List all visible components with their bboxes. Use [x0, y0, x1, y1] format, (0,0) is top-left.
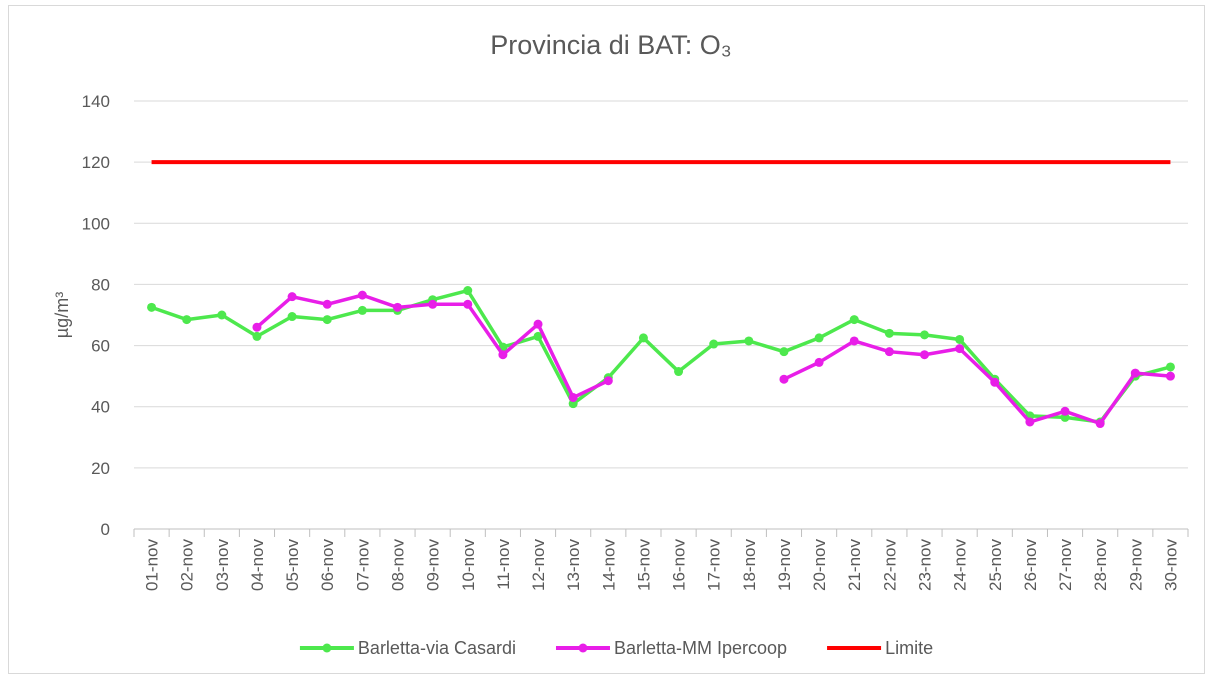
- y-tick-label: 80: [91, 275, 110, 294]
- x-tick-label: 18-nov: [740, 539, 759, 591]
- x-tick-label: 21-nov: [845, 539, 864, 591]
- chart-title: Provincia di BAT: O₃: [490, 30, 732, 60]
- data-point: [955, 334, 965, 344]
- legend-marker: [322, 643, 332, 653]
- data-point: [463, 286, 473, 296]
- x-tick-label: 22-nov: [880, 539, 899, 591]
- x-tick-label: 02-nov: [178, 539, 197, 591]
- data-point: [1060, 406, 1070, 416]
- y-tick-label: 120: [82, 153, 110, 172]
- x-tick-label: 13-nov: [564, 539, 583, 591]
- x-tick-label: 25-nov: [986, 539, 1005, 591]
- y-tick-label: 20: [91, 459, 110, 478]
- data-point: [1165, 362, 1175, 372]
- x-tick-label: 06-nov: [318, 539, 337, 591]
- x-tick-label: 07-nov: [353, 539, 372, 591]
- x-tick-label: 26-nov: [1021, 539, 1040, 591]
- x-tick-label: 20-nov: [810, 539, 829, 591]
- data-point: [357, 305, 367, 315]
- series-line: [150, 288, 1171, 424]
- x-tick-label: 08-nov: [389, 539, 408, 591]
- x-tick-label: 29-nov: [1126, 539, 1145, 591]
- data-point: [955, 344, 965, 354]
- data-point: [884, 347, 894, 357]
- data-point: [990, 377, 1000, 387]
- x-tick-label: 28-nov: [1091, 539, 1110, 591]
- y-tick-label: 0: [101, 520, 110, 539]
- y-tick-label: 40: [91, 398, 110, 417]
- y-tick-label: 60: [91, 337, 110, 356]
- data-point: [1130, 368, 1140, 378]
- data-point: [1025, 417, 1035, 427]
- x-tick-label: 24-nov: [951, 539, 970, 591]
- x-tick-label: 12-nov: [529, 539, 548, 591]
- y-axis-label: µg/m³: [52, 292, 72, 338]
- data-point: [779, 347, 789, 357]
- data-point: [287, 312, 297, 322]
- y-tick-label: 100: [82, 214, 110, 233]
- data-point: [568, 393, 578, 403]
- data-point: [252, 331, 262, 341]
- data-point: [322, 315, 332, 325]
- data-point: [252, 322, 262, 332]
- data-point: [182, 315, 192, 325]
- data-point: [498, 350, 508, 360]
- data-point: [357, 290, 367, 300]
- x-tick-label: 10-nov: [459, 539, 478, 591]
- x-tick-label: 23-nov: [916, 539, 935, 591]
- x-tick-label: 11-nov: [494, 539, 513, 590]
- legend-item: Limite: [827, 638, 933, 658]
- legend-label: Barletta-MM Ipercoop: [614, 638, 787, 658]
- x-tick-label: 30-nov: [1161, 539, 1180, 591]
- data-point: [674, 367, 684, 377]
- legend-label: Barletta-via Casardi: [358, 638, 516, 658]
- data-point: [709, 339, 719, 349]
- data-point: [217, 310, 227, 320]
- data-point: [1165, 371, 1175, 381]
- data-point: [603, 376, 613, 386]
- data-point: [393, 302, 402, 312]
- data-point: [814, 357, 824, 367]
- data-point: [920, 350, 929, 360]
- legend-item: Barletta-MM Ipercoop: [555, 638, 787, 658]
- x-tick-label: 01-nov: [143, 539, 162, 591]
- y-tick-label: 140: [82, 92, 110, 111]
- data-point: [638, 333, 648, 343]
- legend-item: Barletta-via Casardi: [299, 638, 516, 658]
- x-tick-label: 14-nov: [599, 539, 618, 591]
- data-point: [428, 299, 438, 309]
- data-point: [779, 374, 789, 384]
- data-point: [463, 299, 473, 309]
- x-tick-label: 04-nov: [248, 539, 267, 591]
- data-point: [287, 292, 297, 302]
- data-point: [533, 319, 543, 329]
- data-point: [322, 299, 332, 309]
- x-tick-label: 16-nov: [670, 539, 689, 591]
- legend-marker: [578, 643, 588, 653]
- x-tick-label: 15-nov: [634, 539, 653, 591]
- data-point: [849, 315, 859, 325]
- legend-label: Limite: [885, 638, 933, 658]
- legend: Barletta-via Casardi Barletta-MM Ipercoop…: [299, 638, 933, 658]
- x-tick-label: 05-nov: [283, 539, 302, 591]
- x-tick-label: 17-nov: [705, 539, 724, 591]
- data-point: [533, 331, 543, 341]
- data-point: [920, 330, 929, 340]
- chart-frame: [8, 5, 1205, 674]
- data-point: [814, 333, 824, 343]
- x-tick-label: 27-nov: [1056, 539, 1075, 591]
- data-point: [744, 336, 754, 346]
- x-tick-label: 19-nov: [775, 539, 794, 591]
- data-point: [147, 302, 157, 312]
- x-tick-label: 09-nov: [424, 539, 443, 591]
- data-point: [884, 328, 894, 338]
- data-point: [849, 336, 859, 346]
- data-point: [1095, 419, 1105, 429]
- x-tick-label: 03-nov: [213, 539, 232, 591]
